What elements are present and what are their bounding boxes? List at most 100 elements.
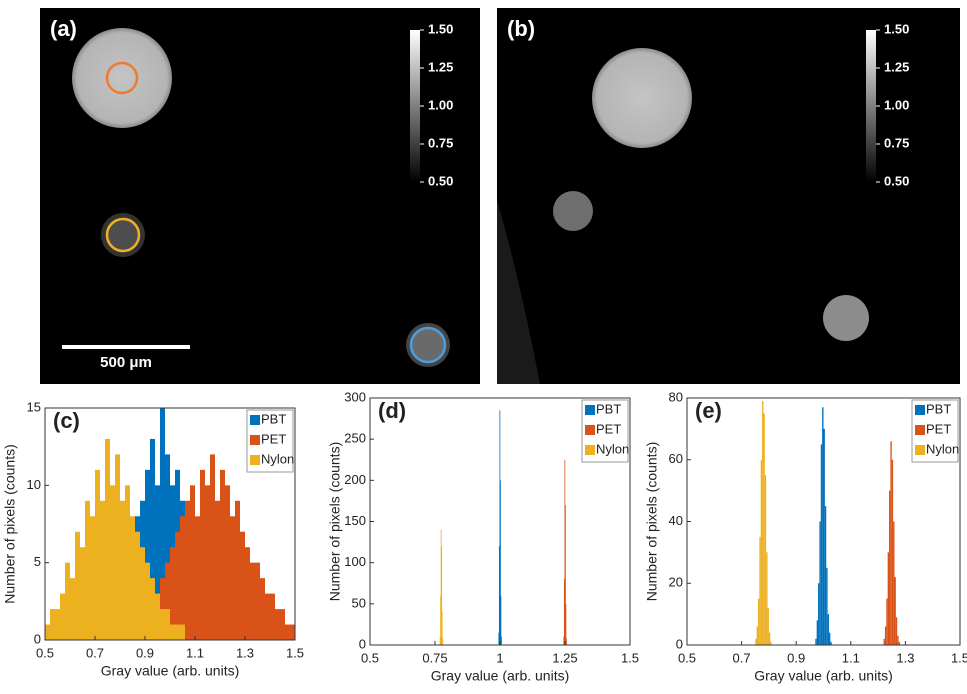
x-tick-label: 0.9 [136,645,154,660]
histogram-bar [105,438,110,640]
histogram-bar [889,490,891,645]
histogram-bar [55,609,60,640]
histogram-bar [225,485,230,640]
colorbar [410,30,420,182]
histogram-bar [210,454,215,640]
histogram-bar [130,516,135,640]
histogram-bar [828,632,831,645]
histogram-bar [756,626,758,645]
legend-label: PBT [926,401,951,416]
histogram-bar [566,638,567,645]
histogram-bar [215,500,220,640]
colorbar-tick-label: 1.50 [428,21,453,36]
x-tick-label: 0.5 [678,650,696,665]
legend-label: PBT [596,401,621,416]
colorbar-tick-label: 1.25 [428,59,453,74]
histogram-bar [205,485,210,640]
colorbar-tick-label: 1.00 [884,97,909,112]
histogram-bar [441,612,443,645]
histogram-bar [165,562,170,640]
colorbar-tick-label: 0.50 [884,173,909,188]
y-axis-label: Number of pixels (counts) [2,444,18,604]
x-tick-label: 1.3 [236,645,254,660]
histogram-bar [70,578,75,640]
x-tick-label: 0.7 [86,645,104,660]
histogram-bar [140,547,145,640]
colorbar-tick-label: 0.75 [884,135,909,150]
panel-label: (e) [695,398,722,423]
y-axis-label: Number of pixels (counts) [327,442,343,602]
legend-swatch [915,445,925,455]
histogram-bar [250,562,255,640]
x-tick-label: 1.1 [186,645,204,660]
y-tick-label: 300 [344,389,366,404]
histogram-bar [240,531,245,640]
colorbar-tick-label: 0.50 [428,173,453,188]
y-tick-label: 150 [344,513,366,528]
histogram-bar [135,531,140,640]
histogram-bar [440,529,442,645]
histogram-bar [230,516,235,640]
histogram-bar [823,428,825,645]
y-tick-label: 0 [34,631,41,646]
histogram-bar [564,459,566,645]
panel-label: (d) [378,398,406,423]
histogram-bar [883,638,885,645]
histogram-bar [155,593,160,640]
histogram-bar [815,638,817,645]
histogram-bar [498,632,500,645]
legend-label: Nylon [596,441,629,456]
x-tick-label: 0.7 [733,650,751,665]
histogram-bar [290,624,295,640]
histogram-bar [755,638,757,645]
histogram-bar [768,632,771,645]
histogram-bar [255,562,260,640]
histogram-bar [500,595,502,645]
histogram-bar [165,609,170,640]
legend-label: PBT [261,411,286,426]
histogram-bar [760,459,763,645]
y-tick-label: 15 [27,399,41,414]
histogram-bar [819,521,821,645]
legend-swatch [585,445,595,455]
histogram-bar [440,595,441,645]
histogram-bar [170,624,175,640]
colorbar [866,30,876,182]
y-tick-label: 60 [669,451,683,466]
histogram-bar [500,480,501,645]
histogram-bar [185,500,190,640]
x-tick-label: 0.5 [36,645,54,660]
histogram-bar [757,598,760,645]
x-tick-label: 0.75 [422,650,447,665]
histogram-bar [439,636,441,645]
legend-swatch [915,425,925,435]
histogram-bar [175,531,180,640]
x-tick-label: 1.5 [286,645,304,660]
histogram-bar [165,454,170,640]
histogram-bar [90,516,95,640]
histogram-bar [770,641,772,645]
histogram-bar [180,516,185,640]
histogram-bar [895,617,898,645]
histogram-bar [115,454,120,640]
histogram-bar [50,609,55,640]
histogram-bar [565,603,567,645]
legend-swatch [250,435,260,445]
histogram-bar [190,485,195,640]
histogram-bar [830,641,832,645]
y-tick-label: 80 [669,389,683,404]
histogram-bar [280,609,285,640]
axes-box [44,407,296,641]
histogram-bar [150,438,155,640]
x-tick-label: 1.25 [552,650,577,665]
histogram-bar [894,577,896,645]
histogram-bar [498,546,500,645]
histogram-bar [818,583,820,645]
histogram-bar [275,609,280,640]
legend-swatch [585,425,595,435]
y-tick-label: 20 [669,575,683,590]
histogram-bar [245,547,250,640]
histogram-bar [260,578,265,640]
histogram-bar [145,562,150,640]
histogram-bar [45,624,50,640]
